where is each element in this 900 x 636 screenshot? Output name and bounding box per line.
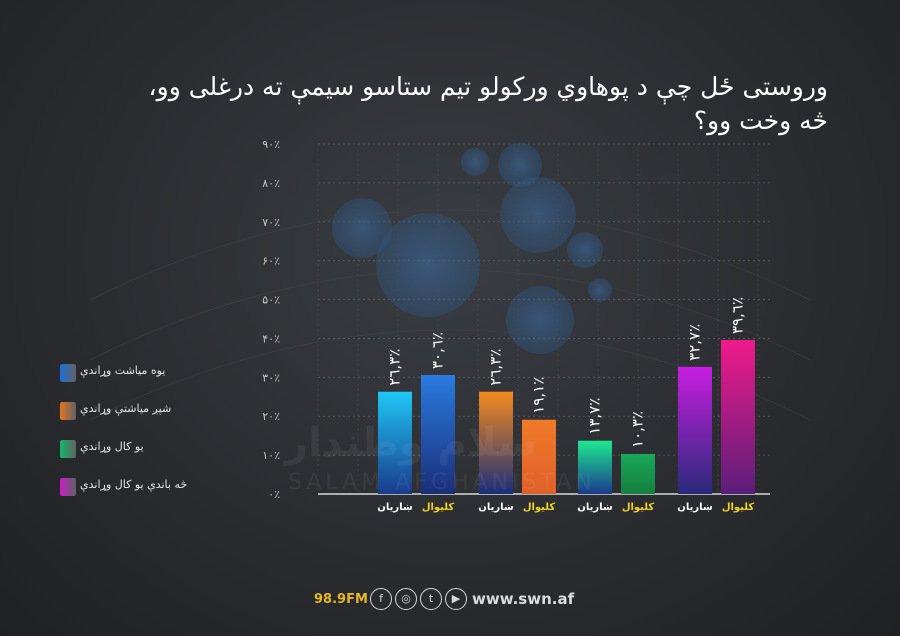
data-label: ١٩,١٪ xyxy=(530,377,548,414)
x-category-label: کليوال xyxy=(622,502,655,513)
bar xyxy=(721,340,755,494)
bar xyxy=(522,419,556,494)
y-tick-label: ۷۰٪ xyxy=(262,216,280,229)
bar xyxy=(578,440,612,494)
data-label: ٢٦,٣٪ xyxy=(487,349,505,386)
bar xyxy=(479,391,513,494)
youtube-icon[interactable]: ▶ xyxy=(445,588,467,610)
data-label: ١٠,٣٪ xyxy=(629,411,647,448)
legend-swatch xyxy=(60,402,76,420)
y-tick-label: ۵۰٪ xyxy=(262,294,280,307)
data-label: ٢٦,٣٪ xyxy=(386,349,404,386)
x-category-label: کليوال xyxy=(523,502,556,513)
chart-title: وروستی ځل چې د پوهاوي ورکولو تيم ستاسو س… xyxy=(148,72,828,135)
radio-frequency: 98.9FM xyxy=(314,592,368,607)
y-tick-label: ۴۰٪ xyxy=(262,332,280,345)
x-category-label: ښاريان xyxy=(377,502,413,513)
legend-item: شپږ مياشتې وړاندې xyxy=(60,400,220,422)
legend-item: يوه مياشت وړاندې xyxy=(60,362,220,384)
bar xyxy=(378,391,412,494)
y-tick-label: ۱۰٪ xyxy=(262,449,280,462)
y-tick-label: ۳۰٪ xyxy=(262,371,280,384)
legend-swatch xyxy=(60,364,76,382)
x-category-label: ښاريان xyxy=(478,502,514,513)
bar xyxy=(678,366,712,494)
y-tick-label: ۰٪ xyxy=(268,488,280,501)
instagram-icon[interactable]: ◎ xyxy=(395,588,417,610)
chart-plot: ۰٪ ۱۰٪ ۲۰٪ ۳۰٪ ۴۰٪ ۵۰٪ ۶۰٪ ۷۰٪ ۸۰٪ ۹۰٪ ٢٦,٣٪ ښاريان… xyxy=(262,138,770,513)
data-label: ٣٢,٧٪ xyxy=(686,324,704,361)
legend-swatch xyxy=(60,440,76,458)
facebook-icon[interactable]: f xyxy=(370,588,392,610)
legend-label: څه باندې يو کال وړاندې xyxy=(80,478,188,491)
watermark-latin: SALAM AFGHANISTAN xyxy=(288,470,596,495)
data-label: ٣٩,٦٪ xyxy=(729,297,747,334)
legend-label: شپږ مياشتې وړاندې xyxy=(80,402,172,415)
website-link[interactable]: www.swn.af xyxy=(472,590,575,608)
legend-swatch xyxy=(60,478,76,496)
legend-item: يو کال وړاندې xyxy=(60,438,220,460)
legend-label: يو کال وړاندې xyxy=(80,440,144,453)
bar xyxy=(621,453,655,494)
twitter-icon[interactable]: t xyxy=(420,588,442,610)
x-category-label: ښاريان xyxy=(577,502,613,513)
x-category-label: ښاريان xyxy=(677,502,713,513)
y-tick-label: ۹۰٪ xyxy=(262,138,280,151)
bar xyxy=(421,375,455,494)
legend-item: څه باندې يو کال وړاندې xyxy=(60,476,220,498)
y-tick-label: ۶۰٪ xyxy=(262,255,280,268)
legend-label: يوه مياشت وړاندې xyxy=(80,364,166,377)
x-category-label: کليوال xyxy=(722,502,755,513)
footer: 98.9FM f ◎ t ▶ www.swn.af xyxy=(300,588,600,612)
watermark-arabic: سلام وطندار xyxy=(285,420,537,466)
y-tick-label: ۲۰٪ xyxy=(262,410,280,423)
decor-bubbles xyxy=(332,143,612,354)
x-category-label: کليوال xyxy=(422,502,455,513)
data-label: ٣٠,٦٪ xyxy=(429,332,447,369)
data-label: ١٣,٧٪ xyxy=(586,398,604,435)
y-tick-label: ۸۰٪ xyxy=(262,177,280,190)
